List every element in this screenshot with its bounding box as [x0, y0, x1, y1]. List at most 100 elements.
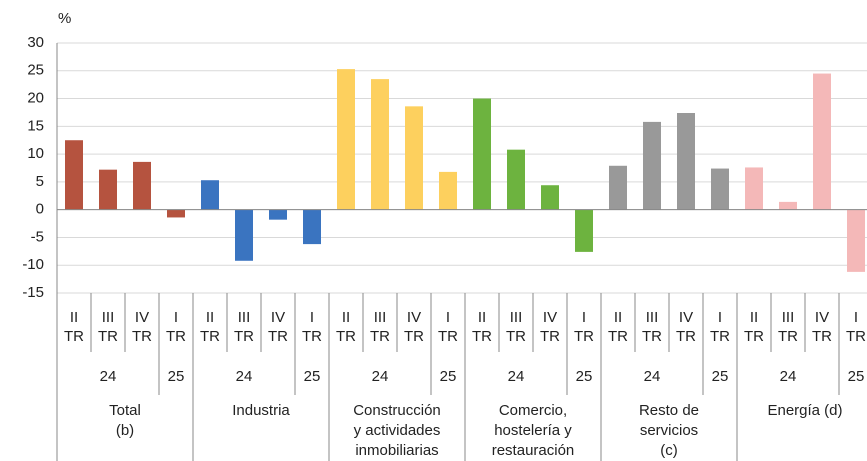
x-tick-label: II	[342, 309, 350, 326]
x-tick-label: TR	[676, 328, 696, 345]
group-label: Industria	[232, 402, 290, 419]
x-tick-label: TR	[744, 328, 764, 345]
x-tick-label: TR	[438, 328, 458, 345]
x-tick-label: TR	[540, 328, 560, 345]
group-label: y actividades	[354, 422, 441, 439]
bar	[337, 69, 355, 210]
bar	[133, 161, 151, 210]
x-tick-label: IV	[135, 309, 149, 326]
y-axis-label: %	[58, 10, 71, 27]
group-label: restauración	[492, 442, 575, 459]
bar	[847, 209, 865, 272]
bar	[677, 113, 695, 210]
bar	[99, 169, 117, 210]
y-tick-label: 15	[27, 117, 44, 134]
bar	[303, 209, 321, 245]
year-label: 24	[100, 368, 117, 385]
x-tick-label: II	[614, 309, 622, 326]
x-tick-label: I	[310, 309, 314, 326]
x-tick-label: TR	[166, 328, 186, 345]
y-tick-label: -5	[31, 228, 44, 245]
y-tick-label: -15	[22, 284, 44, 301]
bar	[405, 106, 423, 210]
bar	[575, 209, 593, 252]
x-tick-label: TR	[404, 328, 424, 345]
x-tick-label: TR	[574, 328, 594, 345]
x-tick-label: TR	[370, 328, 390, 345]
year-label: 25	[848, 368, 865, 385]
group-label: Construcción	[353, 402, 441, 419]
x-tick-label: IV	[679, 309, 693, 326]
x-tick-label: III	[374, 309, 387, 326]
bar	[813, 73, 831, 210]
x-tick-label: I	[174, 309, 178, 326]
bar	[65, 140, 83, 210]
bar	[745, 167, 763, 210]
bar	[779, 201, 797, 210]
y-tick-label: -10	[22, 256, 44, 273]
group-label: Total	[109, 402, 141, 419]
x-tick-label: TR	[506, 328, 526, 345]
x-tick-label: TR	[234, 328, 254, 345]
group-label: servicios	[640, 422, 698, 439]
x-tick-label: I	[854, 309, 858, 326]
bar	[711, 168, 729, 210]
x-tick-label: III	[646, 309, 659, 326]
x-tick-label: III	[102, 309, 115, 326]
x-tick-label: IV	[543, 309, 557, 326]
year-label: 24	[236, 368, 253, 385]
bar	[609, 165, 627, 210]
y-tick-label: 5	[36, 173, 44, 190]
x-tick-label: II	[478, 309, 486, 326]
x-tick-label: TR	[846, 328, 866, 345]
x-tick-label: I	[582, 309, 586, 326]
bar	[167, 209, 185, 218]
year-label: 25	[304, 368, 321, 385]
year-label: 24	[644, 368, 661, 385]
x-tick-label: TR	[812, 328, 832, 345]
group-label: (b)	[116, 422, 134, 439]
x-tick-label: TR	[642, 328, 662, 345]
bar	[507, 149, 525, 210]
year-label: 25	[712, 368, 729, 385]
y-tick-label: 30	[27, 34, 44, 51]
group-label: Energía (d)	[767, 402, 842, 419]
x-tick-label: TR	[302, 328, 322, 345]
x-tick-label: TR	[200, 328, 220, 345]
x-tick-label: II	[206, 309, 214, 326]
x-tick-label: TR	[608, 328, 628, 345]
bar	[269, 209, 287, 220]
x-tick-label: TR	[472, 328, 492, 345]
x-tick-label: TR	[268, 328, 288, 345]
year-label: 24	[508, 368, 525, 385]
year-label: 25	[168, 368, 185, 385]
x-tick-label: IV	[407, 309, 421, 326]
y-tick-label: 10	[27, 145, 44, 162]
year-label: 25	[440, 368, 457, 385]
group-label: inmobiliarias	[355, 442, 438, 459]
x-tick-label: TR	[64, 328, 84, 345]
bar	[235, 209, 253, 261]
x-tick-label: I	[718, 309, 722, 326]
x-tick-label: IV	[271, 309, 285, 326]
group-label: Comercio,	[499, 402, 567, 419]
x-tick-label: III	[782, 309, 795, 326]
x-tick-label: IV	[815, 309, 829, 326]
x-tick-label: II	[750, 309, 758, 326]
y-tick-label: 25	[27, 62, 44, 79]
x-tick-label: III	[510, 309, 523, 326]
x-tick-label: TR	[336, 328, 356, 345]
bar	[371, 79, 389, 210]
x-tick-label: III	[238, 309, 251, 326]
bar	[643, 121, 661, 210]
group-label: (c)	[660, 442, 678, 459]
bar	[473, 98, 491, 210]
y-tick-label: 0	[36, 201, 44, 218]
bar	[201, 180, 219, 210]
x-tick-label: I	[446, 309, 450, 326]
x-tick-label: TR	[132, 328, 152, 345]
bar	[541, 185, 559, 210]
group-label: Resto de	[639, 402, 699, 419]
y-tick-label: 20	[27, 90, 44, 107]
